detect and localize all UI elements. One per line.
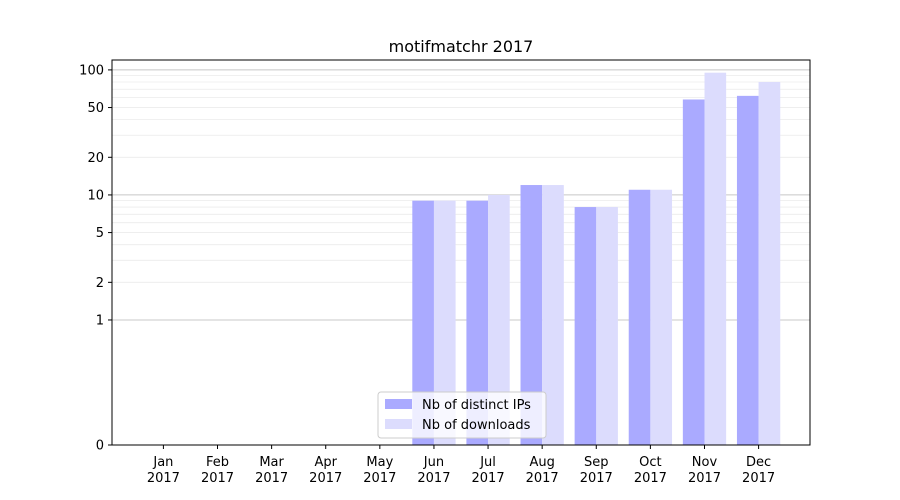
bars xyxy=(412,72,781,446)
bar-downloads xyxy=(542,185,564,445)
legend-entry: Nb of downloads xyxy=(422,418,531,433)
bar-downloads xyxy=(433,200,456,445)
y-tick-label: 10 xyxy=(87,188,104,203)
x-tick-label: Oct 2017 xyxy=(634,455,667,486)
x-tick-label: Sep 2017 xyxy=(580,455,613,486)
y-tick-label: 5 xyxy=(96,226,104,241)
legend-swatch xyxy=(385,419,412,429)
bar-downloads xyxy=(704,72,727,445)
legend: Nb of distinct IPs Nb of downloads xyxy=(377,391,547,439)
x-tick-label: Nov 2017 xyxy=(688,455,721,486)
x-tick-label: Jan 2017 xyxy=(147,455,180,486)
x-tick-label: Apr 2017 xyxy=(309,455,342,486)
x-tick-label: Aug 2017 xyxy=(526,455,559,486)
y-tick-label: 0 xyxy=(96,439,104,454)
bar-downloads xyxy=(488,194,510,445)
bar-downloads xyxy=(650,189,673,445)
x-tick-label: Jun 2017 xyxy=(417,455,450,486)
x-tick-label: May 2017 xyxy=(363,455,396,486)
y-tick-label: 1 xyxy=(96,313,104,328)
bar-distinct-ips xyxy=(682,99,705,446)
y-tick-label: 2 xyxy=(96,276,104,291)
x-tick-label: Jul 2017 xyxy=(472,455,505,486)
bar-distinct-ips xyxy=(520,185,543,445)
legend-entry: Nb of distinct IPs xyxy=(422,398,531,413)
y-axis: 0 1 2 5 10 20 50 100 xyxy=(79,63,112,454)
x-axis: Jan 2017 Feb 2017 Mar 2017 Apr 2017 May 2017 Jun 20… xyxy=(147,445,775,486)
x-tick-label: Feb 2017 xyxy=(201,455,234,486)
chart-title: motifmatchr 2017 xyxy=(389,37,534,56)
legend-swatch xyxy=(385,399,412,409)
gridlines xyxy=(112,69,810,321)
x-tick-label: Dec 2017 xyxy=(742,455,775,486)
bar-downloads xyxy=(758,82,781,445)
y-tick-label: 100 xyxy=(79,63,104,78)
bar-downloads xyxy=(596,207,618,445)
y-tick-label: 20 xyxy=(87,151,104,166)
bar-distinct-ips xyxy=(736,95,759,446)
bar-distinct-ips xyxy=(628,189,651,445)
bar-distinct-ips xyxy=(412,200,434,445)
bar-distinct-ips xyxy=(574,207,597,445)
plot-frame xyxy=(111,59,811,446)
x-tick-label: Mar 2017 xyxy=(255,455,288,486)
bar-distinct-ips xyxy=(466,200,489,445)
y-tick-label: 50 xyxy=(87,101,104,116)
legend-box xyxy=(377,391,547,439)
